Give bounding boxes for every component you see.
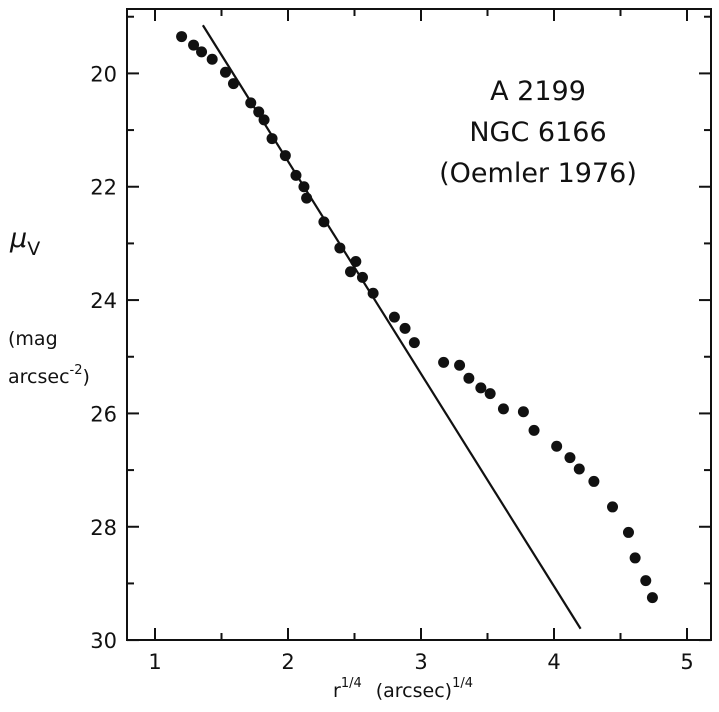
annotation-line-1: A 2199 bbox=[490, 76, 586, 107]
data-point bbox=[573, 463, 585, 475]
data-point bbox=[640, 575, 652, 587]
plot-axes: 1 2 3 4 5 20 22 24 26 28 30 bbox=[90, 8, 712, 674]
data-point bbox=[588, 475, 600, 487]
data-point bbox=[484, 388, 496, 400]
x-tick-label: 4 bbox=[547, 650, 560, 674]
data-point bbox=[517, 406, 529, 418]
y-axis-symbol: μ bbox=[9, 223, 27, 254]
y-tick-label: 24 bbox=[90, 289, 117, 313]
plot-marks bbox=[176, 24, 658, 630]
data-point bbox=[188, 39, 200, 51]
data-point bbox=[367, 287, 379, 299]
data-point bbox=[438, 356, 450, 368]
plot-frame bbox=[126, 8, 712, 641]
data-point bbox=[564, 452, 576, 464]
x-axis-label: r1/4 (arcsec)1/4 bbox=[333, 676, 473, 702]
fit-line bbox=[201, 24, 582, 630]
data-point bbox=[334, 242, 346, 254]
y-tick-label: 20 bbox=[90, 62, 117, 86]
x-axis-unit: (arcsec) bbox=[376, 680, 452, 702]
annotation-line-3: (Oemler 1976) bbox=[439, 158, 637, 189]
x-tick-label: 3 bbox=[414, 650, 427, 674]
y-tick-label: 22 bbox=[90, 176, 117, 200]
data-point bbox=[227, 78, 239, 90]
x-axis-sup: 1/4 bbox=[341, 676, 362, 691]
data-point bbox=[219, 66, 231, 78]
data-point bbox=[551, 440, 563, 452]
data-point bbox=[607, 501, 619, 513]
y-tick-label: 28 bbox=[90, 516, 117, 540]
y-tick-label: 30 bbox=[90, 629, 117, 653]
data-point bbox=[622, 526, 634, 538]
annotation-block: A 2199 NGC 6166 (Oemler 1976) bbox=[439, 76, 637, 189]
data-point bbox=[454, 359, 466, 371]
data-point bbox=[196, 46, 208, 58]
data-point bbox=[646, 592, 658, 604]
y-axis-label: μV (mag arcsec-2) bbox=[8, 223, 90, 388]
x-tick-label: 1 bbox=[148, 650, 161, 674]
data-point bbox=[629, 552, 641, 564]
data-point bbox=[475, 382, 487, 394]
y-axis-unit-close: ) bbox=[83, 366, 90, 388]
y-axis-unit-line-2: arcsec-2) bbox=[8, 363, 90, 388]
y-axis-unit-line-1: (mag bbox=[8, 328, 58, 350]
y-tick-label: 26 bbox=[90, 402, 117, 426]
data-point bbox=[206, 53, 218, 65]
data-point bbox=[176, 31, 188, 43]
annotation-line-2: NGC 6166 bbox=[469, 117, 606, 148]
y-axis-unit-sup: -2 bbox=[70, 363, 83, 378]
x-axis-unit-sup: 1/4 bbox=[452, 676, 473, 691]
data-point bbox=[399, 322, 411, 334]
data-point bbox=[388, 311, 400, 323]
data-point bbox=[463, 372, 475, 384]
data-point bbox=[528, 424, 540, 436]
x-axis-base: r bbox=[333, 680, 341, 702]
data-point bbox=[497, 403, 509, 415]
data-point bbox=[408, 337, 420, 349]
x-axis-label-text: r1/4 (arcsec)1/4 bbox=[333, 676, 473, 702]
y-axis-subscript: V bbox=[27, 238, 40, 260]
x-tick-label: 2 bbox=[281, 650, 294, 674]
y-axis-label-symbol: μV bbox=[9, 223, 40, 260]
y-axis-unit-text: arcsec bbox=[8, 366, 70, 388]
x-tick-label: 5 bbox=[680, 650, 693, 674]
data-point bbox=[345, 266, 357, 278]
